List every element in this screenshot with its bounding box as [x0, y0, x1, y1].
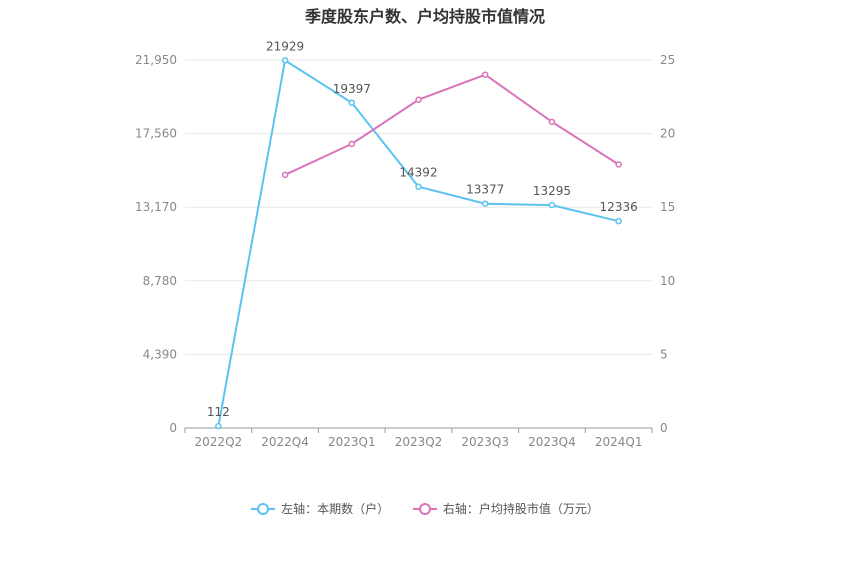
data-point-holders: [281, 57, 289, 64]
x-tick-label: 2023Q3: [461, 435, 509, 449]
chart-title: 季度股东户数、户均持股市值情况: [304, 7, 545, 26]
series-line-holders: [217, 59, 619, 427]
y-right-tick-label: 5: [660, 347, 668, 361]
y-right-tick-label: 20: [660, 127, 675, 141]
x-tick-label: 2023Q1: [328, 435, 376, 449]
data-point-avg-value: [548, 118, 556, 126]
data-label-holders: 19397: [333, 82, 371, 96]
legend-avg-value-icon: [412, 502, 437, 515]
x-tick-label: 2023Q4: [528, 435, 576, 449]
x-tick-label: 2022Q2: [195, 435, 243, 449]
data-label-holders: 13377: [466, 183, 504, 197]
y-left-tick-label: 21,950: [135, 53, 177, 67]
data-point-avg-value: [348, 140, 356, 148]
data-label-holders: 14392: [399, 166, 437, 180]
series-line-avg-value: [284, 73, 620, 176]
data-point-holders: [348, 99, 356, 107]
data-point-avg-value: [615, 161, 622, 168]
y-left-tick-label: 0: [169, 421, 177, 435]
data-point-holders: [615, 217, 622, 225]
data-point-holders: [481, 200, 489, 207]
legend-item-holders[interactable]: 左轴：本期数（户）: [251, 500, 389, 517]
legend-avg-value-label: 右轴：户均持股市值（万元）: [442, 502, 599, 516]
y-left-tick-label: 17,560: [135, 127, 177, 141]
y-right-tick-label: 25: [660, 53, 675, 67]
data-point-holders: [215, 422, 222, 430]
x-tick-label: 2023Q2: [395, 435, 443, 449]
data-point-avg-value: [481, 71, 489, 78]
y-right-tick-label: 0: [660, 421, 668, 435]
data-label-holders: 112: [207, 405, 230, 419]
y-left-tick-label: 4,390: [143, 347, 177, 361]
data-label-holders: 12336: [600, 200, 638, 214]
data-point-avg-value: [281, 171, 289, 179]
x-tick-label: 2022Q4: [261, 435, 309, 449]
data-point-holders: [548, 201, 556, 209]
legend-holders-label: 左轴：本期数（户）: [281, 502, 390, 516]
data-label-holders: 21929: [266, 39, 304, 53]
legend-holders-icon: [251, 502, 276, 515]
y-left-tick-label: 13,170: [135, 200, 177, 214]
data-label-holders: 13295: [533, 184, 571, 198]
y-right-tick-label: 15: [660, 200, 675, 214]
legend: 左轴：本期数（户） 右轴：户均持股市值（万元）: [0, 500, 850, 519]
y-left-tick-label: 8,780: [143, 274, 177, 288]
data-point-holders: [415, 183, 422, 190]
data-point-avg-value: [415, 96, 422, 103]
y-right-tick-label: 10: [660, 274, 675, 288]
legend-item-avg-value[interactable]: 右轴：户均持股市值（万元）: [412, 500, 599, 517]
x-tick-label: 2024Q1: [595, 435, 643, 449]
